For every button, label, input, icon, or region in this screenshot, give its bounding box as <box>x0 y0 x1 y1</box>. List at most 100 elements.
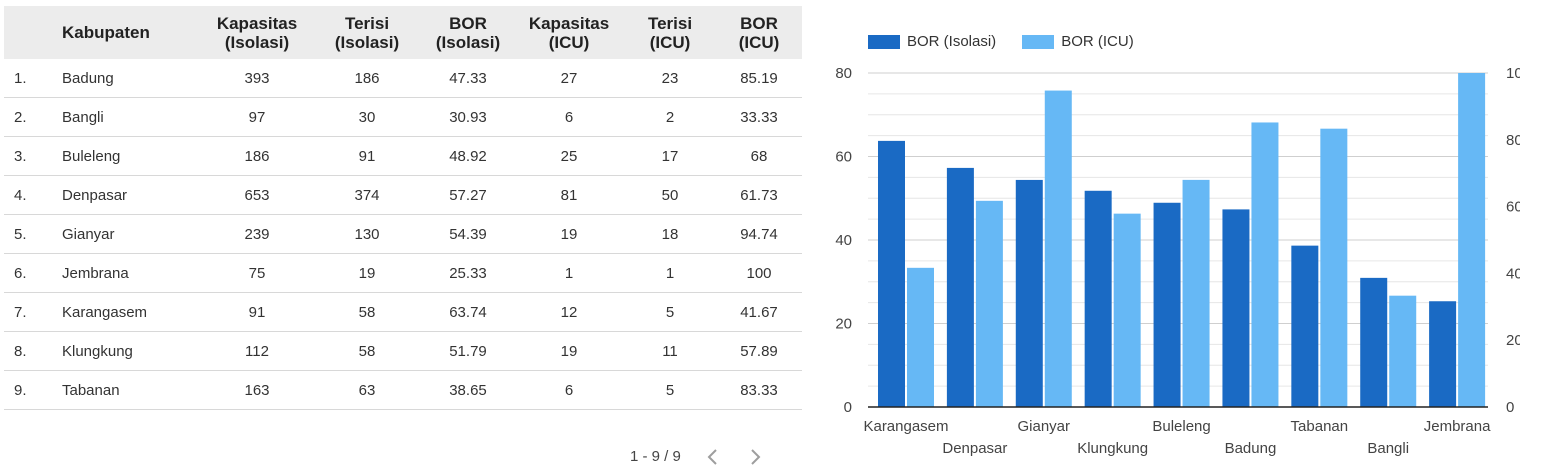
table-row[interactable]: 1. Badung 393 186 47.33 27 23 85.19 <box>4 59 802 98</box>
bar-isolasi <box>946 167 974 407</box>
table-row[interactable]: 4. Denpasar 653 374 57.27 81 50 61.73 <box>4 175 802 215</box>
table-body: 1. Badung 393 186 47.33 27 23 85.19 2. Bangli 97 30… <box>4 59 802 410</box>
value-cell: 47.33 <box>422 59 514 98</box>
row-number: 8. <box>4 331 62 371</box>
column-header-2[interactable]: Kapasitas (Isolasi) <box>202 6 312 59</box>
column-header-text: (Isolasi) <box>224 32 290 52</box>
x-tick-label: Tabanan <box>1291 418 1349 435</box>
value-cell: 33.33 <box>716 97 802 137</box>
column-header-5[interactable]: Kapasitas (ICU) <box>514 6 624 59</box>
bar-isolasi <box>878 140 905 407</box>
column-header-6[interactable]: Terisi (ICU) <box>624 6 716 59</box>
y-right-tick-label: 60 <box>1506 199 1520 216</box>
legend-item-isolasi[interactable]: BOR (Isolasi) <box>868 33 996 50</box>
value-cell: 25 <box>514 136 624 176</box>
column-header-1[interactable]: Kabupaten <box>62 6 202 59</box>
column-header-text: BOR <box>740 13 778 33</box>
chevron-left-icon[interactable] <box>703 447 723 467</box>
value-cell: 63.74 <box>422 292 514 332</box>
value-cell: 61.73 <box>716 175 802 215</box>
value-cell: 1 <box>514 253 624 293</box>
value-cell: 19 <box>514 214 624 254</box>
bar-icu <box>1389 295 1417 407</box>
table-row[interactable]: 5. Gianyar 239 130 54.39 19 18 94.74 <box>4 214 802 254</box>
row-number: 5. <box>4 214 62 254</box>
x-tick-label: Karangasem <box>863 418 948 435</box>
kabupaten-cell: Badung <box>62 59 202 98</box>
column-header-text: (ICU) <box>738 32 780 52</box>
table-header-row: Kabupaten Kapasitas (Isolasi) Terisi (Isolas… <box>4 6 802 59</box>
pagination-label: 1 - 9 / 9 <box>630 447 681 465</box>
value-cell: 393 <box>202 59 312 98</box>
value-cell: 30 <box>312 97 422 137</box>
value-cell: 186 <box>312 59 422 98</box>
value-cell: 57.27 <box>422 175 514 215</box>
kabupaten-cell: Gianyar <box>62 214 202 254</box>
value-cell: 5 <box>624 370 716 410</box>
kabupaten-cell: Denpasar <box>62 175 202 215</box>
row-number: 6. <box>4 253 62 293</box>
kabupaten-cell: Buleleng <box>62 136 202 176</box>
value-cell: 50 <box>624 175 716 215</box>
column-header-text: Terisi <box>344 13 390 33</box>
bar-chart: 0 20 40 60 80 0 20 40 60 80 100 Karangasem Denpasar G… <box>835 65 1520 457</box>
table-row[interactable]: 9. Tabanan 163 63 38.65 6 5 83.33 <box>4 370 802 410</box>
value-cell: 100 <box>716 253 802 293</box>
kabupaten-cell: Klungkung <box>62 331 202 371</box>
value-cell: 85.19 <box>716 59 802 98</box>
legend-label-isolasi: BOR (Isolasi) <box>907 33 997 50</box>
table-row[interactable]: 2. Bangli 97 30 30.93 6 2 33.33 <box>4 97 802 137</box>
value-cell: 83.33 <box>716 370 802 410</box>
column-header-text: (Isolasi) <box>334 32 400 52</box>
value-cell: 91 <box>202 292 312 332</box>
value-cell: 97 <box>202 97 312 137</box>
kabupaten-cell: Karangasem <box>62 292 202 332</box>
bar-isolasi <box>1429 301 1457 407</box>
x-tick-label: Badung <box>1225 440 1277 457</box>
legend-label-icu: BOR (ICU) <box>1061 33 1134 50</box>
row-number: 2. <box>4 97 62 137</box>
kabupaten-cell: Tabanan <box>62 370 202 410</box>
table-row[interactable]: 7. Karangasem 91 58 63.74 12 5 41.67 <box>4 292 802 332</box>
value-cell: 68 <box>716 136 802 176</box>
column-header-text: BOR <box>449 13 487 33</box>
table-row[interactable]: 8. Klungkung 112 58 51.79 19 11 57.89 <box>4 331 802 371</box>
row-number: 1. <box>4 59 62 98</box>
value-cell: 17 <box>624 136 716 176</box>
value-cell: 23 <box>624 59 716 98</box>
value-cell: 19 <box>312 253 422 293</box>
column-header-0[interactable] <box>4 6 62 59</box>
bar-isolasi <box>1222 209 1250 407</box>
value-cell: 1 <box>624 253 716 293</box>
bar-icu <box>907 267 934 407</box>
bar-icu <box>1320 128 1348 407</box>
y-left-tick-label: 20 <box>835 316 852 333</box>
column-header-text: Kapasitas <box>216 13 298 33</box>
value-cell: 112 <box>202 331 312 371</box>
y-right-tick-label: 0 <box>1506 399 1514 416</box>
row-number: 3. <box>4 136 62 176</box>
bar-icu <box>1182 179 1210 407</box>
value-cell: 5 <box>624 292 716 332</box>
legend-item-icu[interactable]: BOR (ICU) <box>1022 33 1134 50</box>
column-header-text: (ICU) <box>548 32 590 52</box>
column-header-3[interactable]: Terisi (Isolasi) <box>312 6 422 59</box>
value-cell: 163 <box>202 370 312 410</box>
value-cell: 58 <box>312 292 422 332</box>
legend-swatch-isolasi <box>868 34 900 49</box>
table-row[interactable]: 3. Buleleng 186 91 48.92 25 17 68 <box>4 136 802 176</box>
column-header-4[interactable]: BOR (Isolasi) <box>422 6 514 59</box>
table-row[interactable]: 6. Jembrana 75 19 25.33 1 1 100 <box>4 253 802 293</box>
value-cell: 6 <box>514 97 624 137</box>
value-cell: 91 <box>312 136 422 176</box>
chevron-right-icon[interactable] <box>745 447 765 467</box>
legend-swatch-icu <box>1022 34 1055 49</box>
bar-isolasi <box>1015 179 1043 407</box>
bar-icu <box>975 200 1003 407</box>
x-tick-label: Denpasar <box>942 440 1007 457</box>
column-header-7[interactable]: BOR (ICU) <box>716 6 802 59</box>
value-cell: 58 <box>312 331 422 371</box>
value-cell: 11 <box>624 331 716 371</box>
value-cell: 81 <box>514 175 624 215</box>
row-number: 9. <box>4 370 62 410</box>
